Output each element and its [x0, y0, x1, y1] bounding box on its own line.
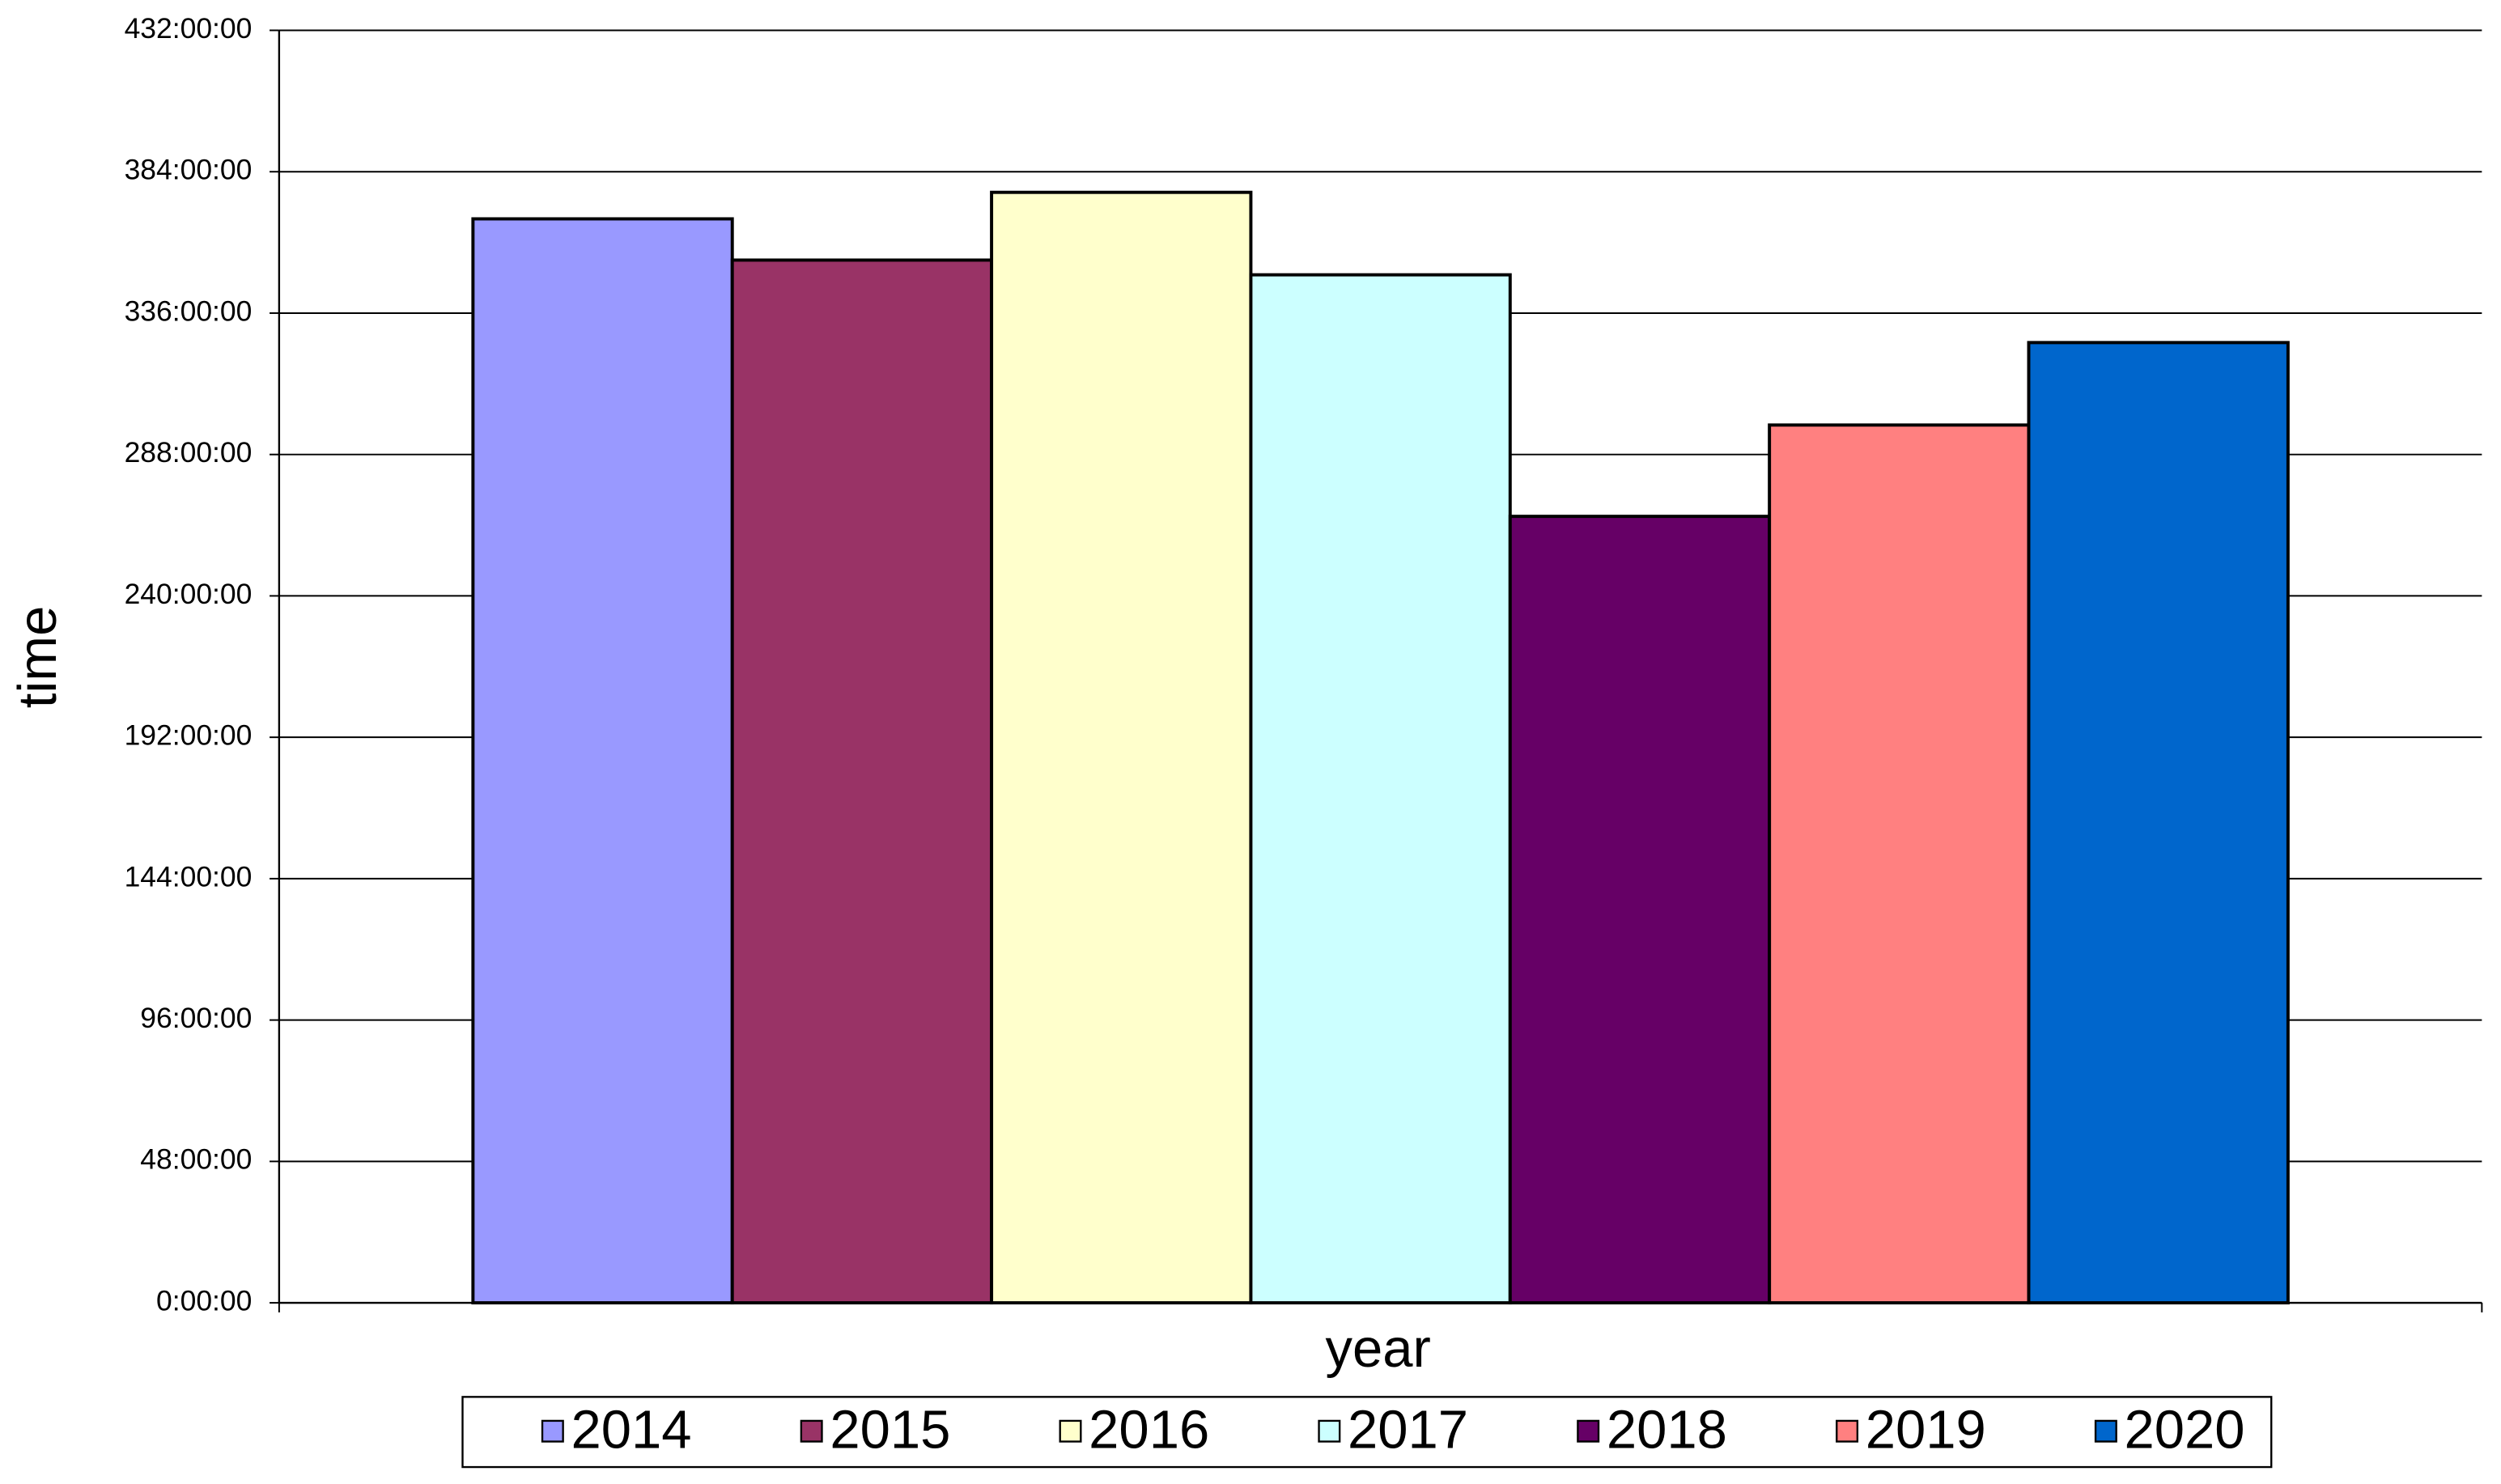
bar — [1768, 423, 2031, 1305]
y-tick-label: 336:00:00 — [125, 295, 253, 327]
y-tick-label: 384:00:00 — [125, 154, 253, 186]
legend-marker — [1059, 1419, 1082, 1443]
legend-label: 2015 — [830, 1399, 950, 1460]
legend-label: 2014 — [571, 1399, 691, 1460]
legend-marker — [800, 1419, 823, 1443]
legend-label: 2017 — [1348, 1399, 1468, 1460]
y-tick-label: 0:00:00 — [156, 1284, 252, 1317]
y-tick-label: 144:00:00 — [125, 860, 253, 893]
legend-label: 2018 — [1607, 1399, 1727, 1460]
bar — [730, 258, 994, 1305]
y-tick-label: 96:00:00 — [140, 1002, 252, 1034]
y-tick-label: 240:00:00 — [125, 578, 253, 610]
bar — [990, 190, 1253, 1305]
bar — [1508, 515, 1772, 1305]
bar — [2027, 341, 2290, 1305]
y-tick-label: 192:00:00 — [125, 719, 253, 752]
y-tick-label: 432:00:00 — [125, 12, 253, 45]
bar — [1249, 273, 1512, 1305]
y-tick-label: 288:00:00 — [125, 436, 253, 469]
legend-marker — [1836, 1419, 1859, 1443]
legend-marker — [541, 1419, 564, 1443]
x-axis-label: year — [1325, 1318, 1430, 1379]
legend-label: 2016 — [1089, 1399, 1209, 1460]
legend-box — [461, 1396, 2273, 1469]
legend-marker — [1577, 1419, 1600, 1443]
y-tick-label: 48:00:00 — [140, 1143, 252, 1176]
y-axis-label: time — [7, 606, 68, 709]
legend-marker — [2094, 1419, 2117, 1443]
legend-marker — [1318, 1419, 1341, 1443]
legend-label: 2020 — [2125, 1399, 2245, 1460]
bar — [471, 217, 734, 1305]
legend-label: 2019 — [1866, 1399, 1986, 1460]
